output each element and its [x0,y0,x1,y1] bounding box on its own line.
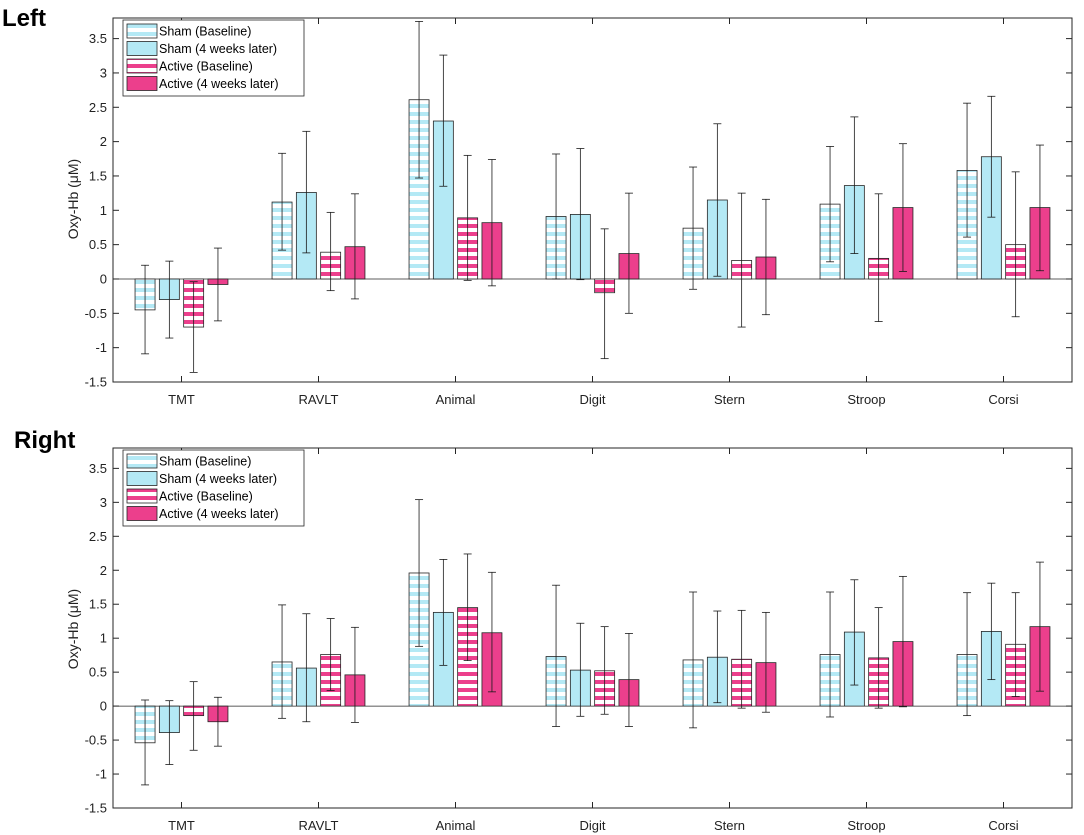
legend-swatch-sham-4-weeks-later-right [126,471,158,486]
y-tick-label-right: 0.5 [89,665,107,680]
legend-swatch-active-baseline-left [126,58,158,74]
legend-label-active-baseline-left: Active (Baseline) [159,60,253,74]
x-tick-label-stern-right: Stern [714,818,745,833]
legend-swatch-active-baseline-right [126,488,158,504]
x-tick-label-corsi-right: Corsi [988,818,1018,833]
y-tick-label-left: -0.5 [85,306,107,321]
x-tick-label-animal-right: Animal [436,818,476,833]
x-tick-label-tmt-right: TMT [168,818,195,833]
y-axis-label-left: Oxy-Hb (μM) [65,159,81,239]
panel-label-right: Right [14,427,75,454]
legend-label-sham-baseline-right: Sham (Baseline) [159,455,251,469]
legend-swatch-active-4-weeks-later-left [126,76,158,91]
legend-swatch-sham-baseline-left [126,23,158,39]
y-tick-label-right: 3 [100,495,107,510]
x-tick-label-tmt-left: TMT [168,392,195,407]
x-tick-label-ravlt-right: RAVLT [299,818,339,833]
right-panel: Right Oxy-Hb (μM) -1.5 -1 -0.5 0 0.5 1 1.5 2 2.5… [14,427,1073,833]
legend-label-active-4-weeks-later-right: Active (4 weeks later) [159,507,278,521]
left-panel: Left Oxy-Hb (μM) -1.5 -1 -0.5 0 0.5 1 1.5 2 2.5 3… [2,5,1073,407]
y-tick-label-right: -1 [95,767,107,782]
legend-swatch-sham-4-weeks-later-left [126,41,158,56]
y-tick-label-left: 2.5 [89,100,107,115]
y-tick-label-left: -1 [95,340,107,355]
y-tick-label-left: 3 [100,65,107,80]
legend-label-sham-4-weeks-later-left: Sham (4 weeks later) [159,42,277,56]
y-tick-label-right: -0.5 [85,733,107,748]
legend-label-sham-baseline-left: Sham (Baseline) [159,25,251,39]
y-tick-label-right: 0 [100,699,107,714]
legend-swatch-sham-baseline-right [126,453,158,469]
x-tick-label-stroop-right: Stroop [847,818,885,833]
y-tick-label-left: 1 [100,203,107,218]
y-tick-label-left: 1.5 [89,168,107,183]
x-tick-label-animal-left: Animal [436,392,476,407]
legend-label-sham-4-weeks-later-right: Sham (4 weeks later) [159,472,277,486]
legend-swatch-active-4-weeks-later-right [126,506,158,521]
x-tick-label-digit-left: Digit [579,392,605,407]
y-tick-label-left: -1.5 [85,375,107,390]
y-tick-label-left: 0.5 [89,237,107,252]
y-tick-label-right: 1 [100,631,107,646]
x-tick-label-digit-right: Digit [579,818,605,833]
legend-label-active-4-weeks-later-left: Active (4 weeks later) [159,77,278,91]
y-axis-label-right: Oxy-Hb (μM) [65,589,81,669]
legend-label-active-baseline-right: Active (Baseline) [159,490,253,504]
y-tick-label-right: 2.5 [89,529,107,544]
y-tick-label-right: 3.5 [89,461,107,476]
x-tick-label-corsi-left: Corsi [988,392,1018,407]
panel-label-left: Left [2,5,46,32]
y-tick-label-left: 3.5 [89,31,107,46]
x-tick-label-stern-left: Stern [714,392,745,407]
y-tick-label-right: 1.5 [89,597,107,612]
y-tick-label-right: 2 [100,563,107,578]
y-tick-label-left: 0 [100,271,107,286]
x-tick-label-ravlt-left: RAVLT [299,392,339,407]
y-tick-label-left: 2 [100,134,107,149]
x-tick-label-stroop-left: Stroop [847,392,885,407]
y-tick-label-right: -1.5 [85,801,107,816]
